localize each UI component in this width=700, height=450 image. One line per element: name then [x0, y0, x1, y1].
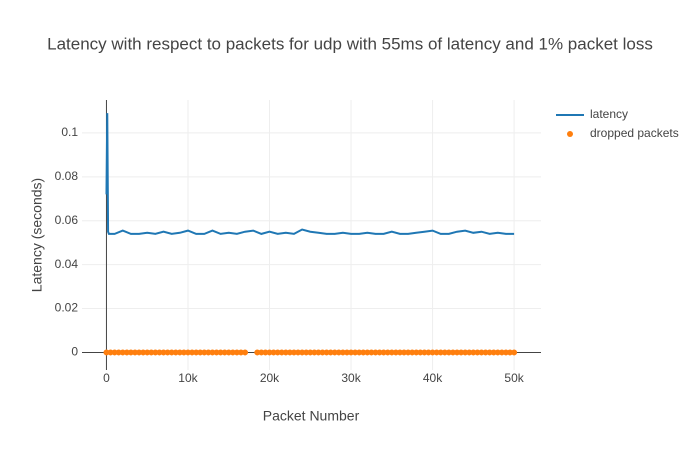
legend-label: dropped packets — [590, 126, 679, 140]
y-axis-title: Latency (seconds) — [29, 178, 45, 292]
y-tick-label: 0.02 — [55, 301, 79, 315]
y-tick-label: 0 — [71, 345, 78, 359]
legend[interactable]: latency dropped packets — [556, 107, 679, 140]
x-tick-label: 0 — [103, 371, 110, 385]
dropped-packet-point — [242, 349, 249, 356]
chart-title: Latency with respect to packets for udp … — [47, 34, 653, 53]
plot-area — [103, 113, 518, 356]
latency-line — [105, 113, 515, 235]
y-tick-label: 0.08 — [55, 169, 79, 183]
legend-item[interactable]: dropped packets — [567, 126, 679, 140]
legend-label: latency — [590, 107, 628, 121]
legend-item[interactable]: latency — [556, 107, 628, 121]
dropped-packet-point — [511, 349, 518, 356]
grid: 0 10k 20k 30k 40k 50k 0 0.02 0.04 0.06 0.08 0.1 — [55, 100, 541, 385]
x-tick-label: 40k — [423, 371, 443, 385]
x-tick-label: 50k — [504, 371, 524, 385]
legend-symbol — [567, 131, 573, 137]
x-axis-title: Packet Number — [263, 408, 360, 424]
y-tick-label: 0.06 — [55, 213, 79, 227]
x-tick-label: 20k — [260, 371, 280, 385]
y-tick-label: 0.1 — [61, 125, 78, 139]
y-tick-label: 0.04 — [55, 257, 79, 271]
x-tick-label: 30k — [341, 371, 361, 385]
x-tick-label: 10k — [178, 371, 198, 385]
